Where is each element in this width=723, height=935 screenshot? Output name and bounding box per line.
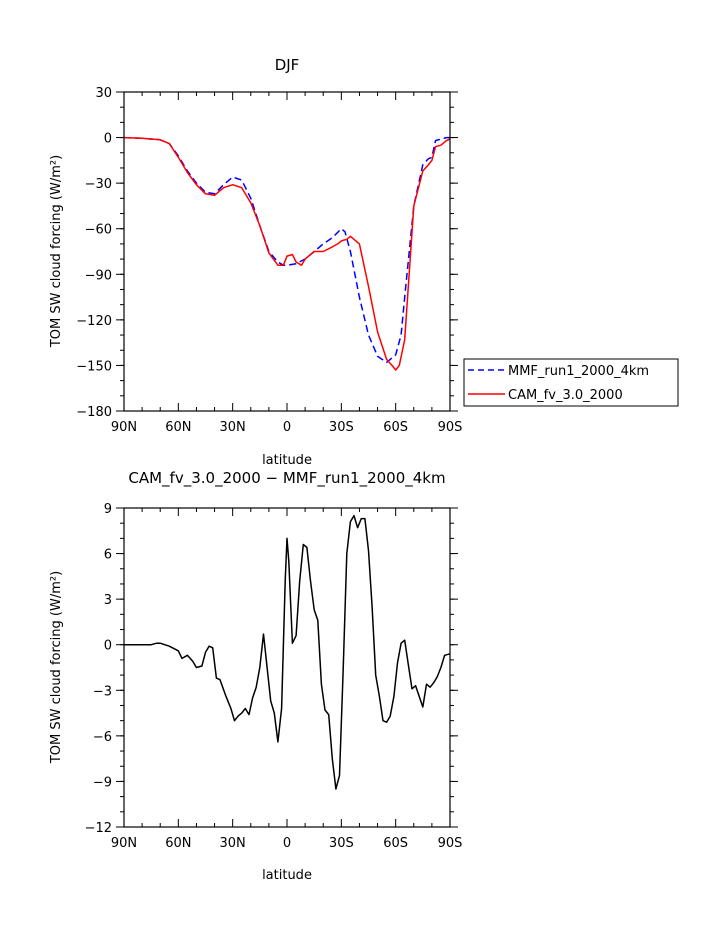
bottom-xtick-label: 60S: [383, 836, 408, 851]
top-xtick-label: 30N: [220, 420, 246, 435]
bottom-ytick-label: −6: [93, 730, 112, 745]
top-series-line-1: [123, 136, 451, 371]
legend-label-mmf: MMF_run1_2000_4km: [508, 364, 649, 379]
top-ytick-label: −30: [85, 177, 112, 192]
bottom-xtick-label: 30S: [329, 836, 354, 851]
bottom-xtick-label: 60N: [165, 836, 191, 851]
bottom-chart: CAM_fv_3.0_2000 − MMF_run1_2000_4km 90N 6…: [49, 469, 462, 883]
top-xtick-label: 90N: [111, 420, 137, 435]
top-series-line-0: [123, 136, 450, 364]
legend-label-cam: CAM_fv_3.0_2000: [508, 388, 623, 403]
bottom-xtick-label: 90S: [438, 836, 463, 851]
top-chart-tick-labels: 90N 60N 30N 0 30S 60S 90S 30 0 −30 −60 −90 −120 −150 −…: [76, 86, 462, 435]
bottom-series-line-0: [124, 514, 451, 790]
top-chart-plot-frame: [123, 91, 451, 412]
top-ytick-label: −120: [76, 314, 112, 329]
top-ytick-label: −90: [85, 268, 112, 283]
bottom-ytick-label: 3: [104, 593, 112, 608]
top-chart-series: [123, 136, 451, 371]
bottom-chart-plot-frame: [123, 507, 451, 828]
bottom-chart-xlabel: latitude: [262, 868, 312, 883]
top-ytick-label: −180: [76, 405, 112, 420]
top-ytick-label: −150: [76, 359, 112, 374]
bottom-ytick-label: −12: [85, 821, 112, 836]
legend: MMF_run1_2000_4km CAM_fv_3.0_2000: [463, 358, 679, 407]
top-chart-ylabel: TOM SW cloud forcing (W/m²): [49, 155, 64, 348]
bottom-chart-title: CAM_fv_3.0_2000 − MMF_run1_2000_4km: [128, 469, 445, 488]
bottom-ytick-label: 6: [104, 548, 112, 563]
bottom-ytick-label: −3: [93, 684, 112, 699]
bottom-chart-tick-labels: 90N 60N 30N 0 30S 60S 90S 9 6 3 0 −3 −6 −9 −12: [85, 502, 463, 851]
top-xtick-label: 0: [283, 420, 291, 435]
bottom-xtick-label: 90N: [111, 836, 137, 851]
legend-box: [463, 358, 679, 407]
top-chart-ticks: [116, 91, 458, 412]
bottom-xtick-label: 30N: [220, 836, 246, 851]
top-chart: DJF 90N 60N 30N 0 30S 60S 90S 30 0 −30 −60 −90 −120 −…: [49, 56, 679, 468]
top-chart-xlabel: latitude: [262, 453, 312, 468]
top-xtick-label: 90S: [438, 420, 463, 435]
bottom-xtick-label: 0: [283, 836, 291, 851]
top-ytick-label: 0: [104, 132, 112, 147]
bottom-ytick-label: 9: [104, 502, 112, 517]
bottom-ytick-label: −9: [93, 775, 112, 790]
top-xtick-label: 60N: [165, 420, 191, 435]
top-ytick-label: −60: [85, 223, 112, 238]
bottom-ytick-label: 0: [104, 639, 112, 654]
bottom-chart-series: [124, 514, 451, 790]
top-xtick-label: 30S: [329, 420, 354, 435]
top-ytick-label: 30: [95, 86, 112, 101]
bottom-chart-ylabel: TOM SW cloud forcing (W/m²): [49, 571, 64, 764]
top-xtick-label: 60S: [383, 420, 408, 435]
top-chart-title: DJF: [275, 56, 300, 74]
